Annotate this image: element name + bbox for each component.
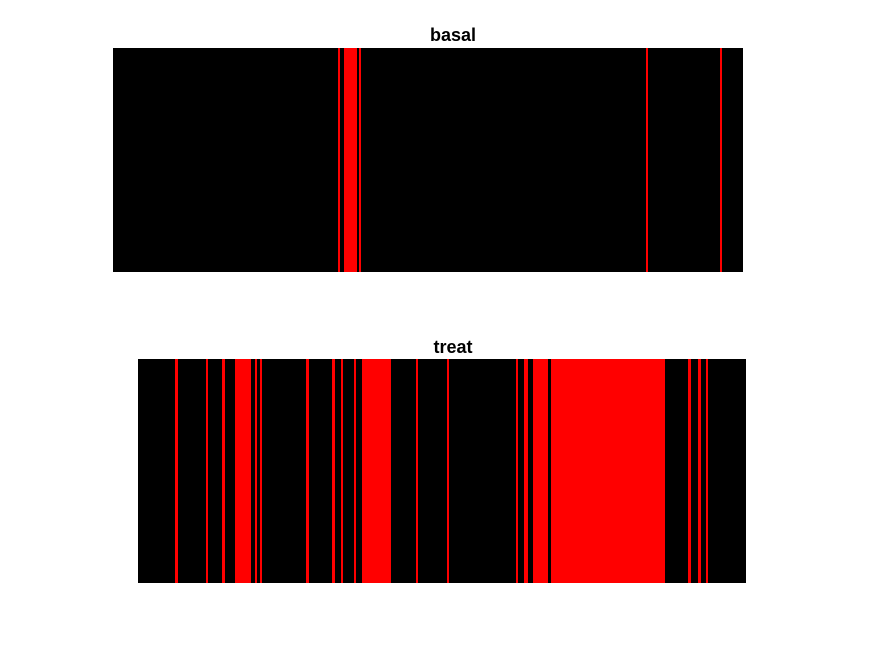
treat-event-6	[306, 359, 309, 583]
treat-event-16	[551, 359, 665, 583]
basal-event-2	[359, 48, 361, 272]
basal-event-0	[338, 48, 340, 272]
basal-panel-title: basal	[430, 25, 476, 45]
basal-event-1	[344, 48, 357, 272]
treat-event-19	[706, 359, 708, 583]
treat-event-12	[447, 359, 449, 583]
treat-events	[175, 359, 708, 583]
treat-event-0	[175, 359, 178, 583]
treat-event-8	[341, 359, 343, 583]
treat-event-13	[516, 359, 518, 583]
basal-panel: basal	[113, 25, 743, 272]
basal-event-4	[720, 48, 722, 272]
basal-plot-area	[113, 48, 743, 272]
treat-panel-title: treat	[433, 337, 472, 357]
treat-event-10	[362, 359, 391, 583]
treat-event-11	[416, 359, 418, 583]
treat-event-17	[688, 359, 691, 583]
treat-event-5	[260, 359, 262, 583]
treat-event-7	[332, 359, 335, 583]
treat-event-2	[222, 359, 225, 583]
basal-events	[338, 48, 722, 272]
treat-event-18	[698, 359, 701, 583]
treat-event-1	[206, 359, 208, 583]
treat-event-4	[255, 359, 257, 583]
basal-event-3	[646, 48, 648, 272]
treat-panel: treat	[138, 337, 746, 583]
treat-event-14	[524, 359, 528, 583]
treat-event-3	[235, 359, 251, 583]
treat-event-9	[354, 359, 356, 583]
treat-event-15	[533, 359, 548, 583]
